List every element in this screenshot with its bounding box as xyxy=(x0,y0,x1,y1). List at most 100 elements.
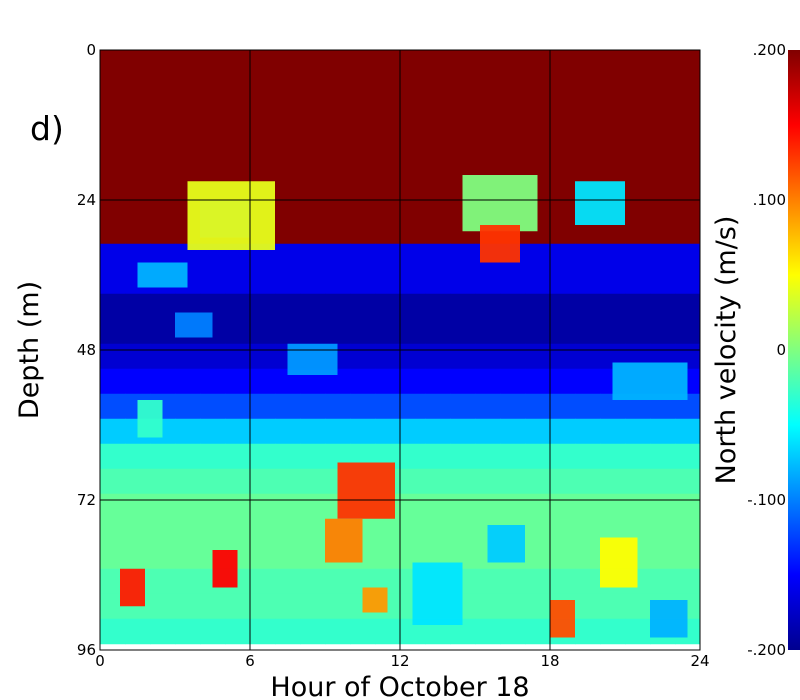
heatmap-cell xyxy=(400,318,426,345)
heatmap-cell xyxy=(225,143,251,170)
heatmap-cell xyxy=(525,268,551,295)
y-tick-label: 96 xyxy=(77,641,96,659)
heatmap-cell xyxy=(500,268,526,295)
heatmap-cell xyxy=(225,618,251,645)
heatmap-cell xyxy=(300,418,326,445)
heatmap-cell xyxy=(375,193,401,220)
heatmap-cell xyxy=(300,268,326,295)
heatmap-cell xyxy=(150,368,176,395)
heatmap-cell xyxy=(675,93,700,120)
heatmap-cell xyxy=(575,268,601,295)
heatmap-cell xyxy=(225,268,251,295)
heatmap-cell xyxy=(100,118,126,145)
heatmap-cell xyxy=(625,318,651,345)
heatmap-cell xyxy=(225,50,251,70)
heatmap-cell xyxy=(250,493,276,520)
heatmap-cell xyxy=(475,593,501,620)
heatmap-cell xyxy=(675,50,700,70)
heatmap-cell xyxy=(275,593,301,620)
heatmap-cell xyxy=(575,343,601,370)
heatmap-cell xyxy=(625,468,651,495)
heatmap-cell xyxy=(200,393,226,420)
colorbar-tick-labels: .200 .100 0 -.100 -.200 xyxy=(747,41,786,659)
y-axis-label: Depth (m) xyxy=(14,281,45,419)
heatmap-cell xyxy=(600,68,626,95)
heatmap-cell xyxy=(450,50,476,70)
heatmap-cell xyxy=(375,93,401,120)
heatmap-cell xyxy=(575,493,601,520)
heatmap-cell xyxy=(150,618,176,645)
heatmap-cell xyxy=(675,418,700,445)
heatmap-cell xyxy=(425,393,451,420)
heatmap-cell xyxy=(350,243,376,270)
heatmap-cell xyxy=(525,618,551,645)
heatmap-cell xyxy=(625,268,651,295)
heatmap-cell xyxy=(675,468,700,495)
heatmap-cell xyxy=(125,443,151,470)
heatmap-cell xyxy=(675,243,700,270)
heatmap-cell xyxy=(650,293,676,320)
heatmap-cell xyxy=(500,293,526,320)
heatmap-cell xyxy=(125,618,151,645)
heatmap-cell xyxy=(650,268,676,295)
colorbar-tick-label: .200 xyxy=(753,41,786,59)
heatmap-cell xyxy=(175,443,201,470)
heatmap-cell xyxy=(500,618,526,645)
heatmap-cell xyxy=(325,93,351,120)
heatmap-cell xyxy=(375,318,401,345)
heatmap-cell xyxy=(525,68,551,95)
heatmap-cell xyxy=(150,168,176,195)
heatmap-cell xyxy=(100,418,126,445)
heatmap-cell xyxy=(450,93,476,120)
heatmap-cell xyxy=(625,218,651,245)
heatmap-cell xyxy=(300,93,326,120)
heatmap-cell xyxy=(450,393,476,420)
heatmap-cell xyxy=(125,318,151,345)
heatmap-cell xyxy=(100,468,126,495)
heatmap-cell xyxy=(625,118,651,145)
heatmap-cell xyxy=(450,443,476,470)
heatmap-cell xyxy=(525,543,551,570)
heatmap-cell xyxy=(125,50,151,70)
heatmap-cell xyxy=(400,218,426,245)
heatmap-cell xyxy=(575,418,601,445)
heatmap-cell xyxy=(425,318,451,345)
heatmap-cell xyxy=(650,243,676,270)
y-tick-label: 72 xyxy=(77,491,96,509)
y-tick-label: 24 xyxy=(77,191,96,209)
heatmap-cell xyxy=(475,318,501,345)
heatmap-cell xyxy=(675,543,700,570)
heatmap-cell xyxy=(300,168,326,195)
heatmap-cell xyxy=(175,118,201,145)
heatmap-cell xyxy=(325,393,351,420)
heatmap-cell xyxy=(250,543,276,570)
heatmap-cell xyxy=(175,143,201,170)
heatmap-cell xyxy=(550,393,576,420)
heatmap-cell xyxy=(625,193,651,220)
heatmap-cell xyxy=(500,143,526,170)
heatmap-cell xyxy=(250,143,276,170)
heatmap-cell xyxy=(300,493,326,520)
x-tick-label: 18 xyxy=(540,652,559,670)
heatmap-cell xyxy=(575,393,601,420)
heatmap-cell xyxy=(175,568,201,595)
heatmap-cell xyxy=(275,468,301,495)
heatmap-anomaly xyxy=(212,550,238,588)
heatmap-anomaly xyxy=(575,181,625,225)
heatmap-cell xyxy=(425,143,451,170)
heatmap-cell xyxy=(475,493,501,520)
heatmap-cell xyxy=(250,443,276,470)
heatmap-cell xyxy=(400,143,426,170)
heatmap-cell xyxy=(525,393,551,420)
heatmap-cell xyxy=(375,518,401,545)
heatmap-cell xyxy=(425,193,451,220)
heatmap-cell xyxy=(250,68,276,95)
heatmap-cell xyxy=(100,393,126,420)
heatmap-cell xyxy=(250,318,276,345)
heatmap-cell xyxy=(275,493,301,520)
heatmap-cell xyxy=(550,368,576,395)
heatmap-cell xyxy=(525,318,551,345)
heatmap-cell xyxy=(125,368,151,395)
heatmap-cell xyxy=(350,168,376,195)
heatmap-cell xyxy=(475,93,501,120)
